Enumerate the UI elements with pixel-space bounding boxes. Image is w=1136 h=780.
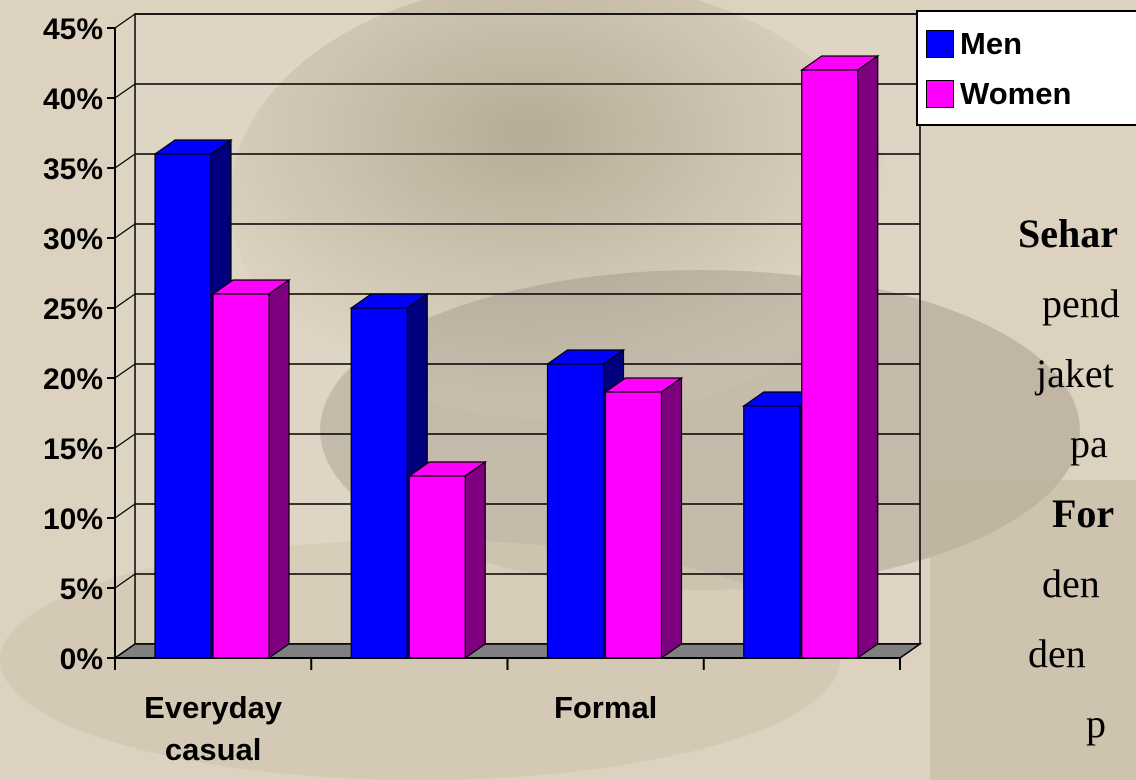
y-tick-label: 20% [43,363,103,396]
gridline-depth [114,503,136,519]
side-text-line: For [1052,491,1115,536]
bar-front-face [408,475,466,659]
y-tick-label: 0% [60,643,103,676]
x-category-label: Formal [554,690,657,725]
bar-front-face [212,293,270,659]
gridline-depth [114,153,136,169]
side-text-line: pend [1042,281,1120,326]
bar-front-face [743,405,801,659]
y-axis-tick-labels: 0% 5% 10% 15% 20% 25% 30% 35% 40% 45% [43,13,103,676]
bar-women [799,54,880,660]
gridline-depth [114,83,136,99]
legend-item-women: Women [926,74,1071,114]
bar-side-face [268,278,290,660]
bar-front-face [154,153,212,659]
bar-front-face [546,363,605,659]
side-text-line: jaket [1036,351,1114,396]
plot-side-wall [115,14,135,658]
y-tick-label: 25% [43,293,103,326]
bar-front-face [604,391,663,659]
x-category-label: Everyday casual [144,690,283,767]
bar-front-face [801,69,859,659]
legend: Men Women [916,10,1136,126]
gridline-depth [114,293,136,309]
side-text-panel: Sehar pend jaket pa For den den p [960,206,1136,780]
y-tick-label: 15% [43,433,103,466]
side-text-line: den [1042,561,1100,606]
side-text-line: den [1028,631,1086,676]
y-tick-label: 10% [43,503,103,536]
side-text-line: Sehar [1018,211,1118,256]
bar-women [211,278,291,660]
legend-swatch-men [926,30,954,58]
bar-women [407,460,488,660]
side-text-line: p [1086,701,1106,746]
y-tick-label: 45% [43,13,103,46]
y-tick-label: 5% [60,573,103,606]
gridline-depth [114,13,136,29]
bar-side-face [857,54,879,660]
gridline-depth [114,223,136,239]
gridline-depth [114,433,136,449]
gridline-depth [114,573,136,589]
y-tick-label: 40% [43,83,103,116]
y-tick-label: 30% [43,223,103,256]
legend-label-women: Women [960,76,1072,111]
bar-women [603,376,684,660]
bar-side-face [660,376,683,660]
y-tick-label: 35% [43,153,103,186]
bars [153,54,880,660]
bar-men [349,292,430,660]
x-axis-category-labels: Everyday casual Formal [144,690,657,767]
legend-swatch-women [926,80,954,108]
legend-item-men: Men [926,24,1022,64]
legend-label-men: Men [960,26,1022,61]
gridline-depth [114,363,136,379]
side-text-line: pa [1070,421,1108,466]
bar-front-face [350,307,408,659]
bar-side-face [464,460,486,660]
